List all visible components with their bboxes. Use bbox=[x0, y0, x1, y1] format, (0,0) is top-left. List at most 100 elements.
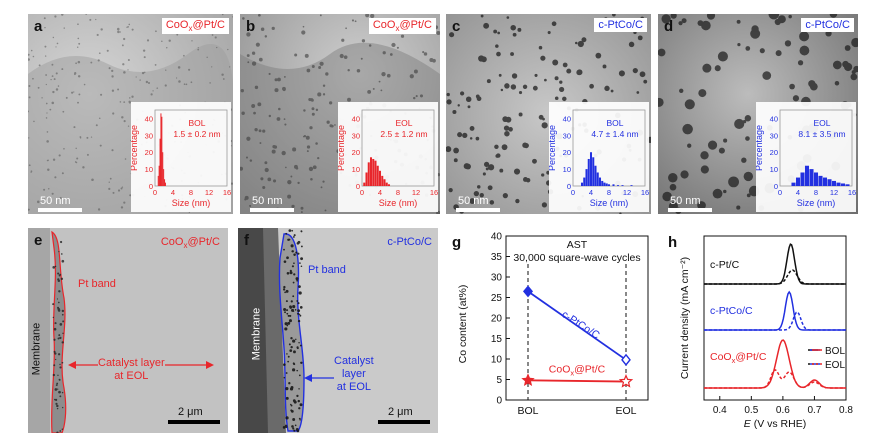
histogram-bar bbox=[831, 180, 837, 186]
particle bbox=[43, 198, 46, 201]
particle bbox=[476, 96, 482, 102]
particle bbox=[30, 171, 32, 173]
series-label: c-PtCo/C bbox=[560, 308, 603, 341]
particle bbox=[55, 398, 58, 401]
particle bbox=[177, 66, 181, 69]
particle bbox=[291, 250, 294, 253]
y-tick-label: 0 bbox=[567, 182, 571, 191]
particle bbox=[574, 41, 578, 45]
particle bbox=[292, 281, 295, 284]
particle bbox=[100, 28, 103, 31]
particle bbox=[285, 166, 287, 169]
series-line bbox=[527, 379, 627, 383]
particle bbox=[79, 137, 82, 139]
particle bbox=[97, 208, 101, 211]
particle bbox=[77, 75, 81, 78]
particle bbox=[123, 120, 126, 123]
particle bbox=[57, 85, 60, 87]
y-tick-label: 30 bbox=[563, 131, 571, 140]
particle bbox=[681, 18, 687, 24]
particle bbox=[668, 173, 678, 183]
particle bbox=[300, 206, 304, 210]
y-tick-label: 30 bbox=[491, 273, 503, 284]
particle bbox=[287, 194, 292, 199]
particle bbox=[38, 64, 41, 67]
particle bbox=[246, 54, 250, 57]
particle bbox=[449, 32, 455, 38]
particle bbox=[311, 112, 315, 116]
particle bbox=[293, 429, 296, 432]
particle bbox=[161, 40, 163, 42]
histogram-bar bbox=[601, 180, 604, 186]
particle bbox=[486, 79, 491, 84]
particle bbox=[494, 144, 499, 150]
particle bbox=[298, 291, 302, 295]
histogram-bar bbox=[621, 185, 624, 186]
particle bbox=[284, 311, 286, 314]
particle bbox=[60, 253, 63, 255]
particle bbox=[52, 373, 56, 377]
particle bbox=[57, 337, 60, 340]
particle bbox=[698, 89, 707, 98]
histogram-background bbox=[131, 102, 231, 212]
particle bbox=[111, 149, 114, 152]
particle bbox=[678, 21, 683, 26]
histogram-bar bbox=[376, 165, 379, 186]
histogram-bar bbox=[369, 157, 373, 186]
particle bbox=[257, 102, 262, 107]
particle bbox=[489, 200, 495, 205]
histogram-bar bbox=[612, 184, 615, 186]
particle bbox=[284, 327, 288, 331]
particle bbox=[706, 14, 716, 20]
particle bbox=[315, 142, 318, 145]
particle bbox=[496, 153, 501, 158]
particle bbox=[298, 341, 300, 344]
particle bbox=[56, 407, 59, 410]
particle bbox=[723, 189, 727, 194]
particle bbox=[54, 15, 57, 18]
particle bbox=[91, 178, 94, 182]
particle bbox=[291, 229, 294, 232]
particle bbox=[777, 15, 786, 24]
particle bbox=[618, 70, 625, 77]
particle bbox=[124, 158, 127, 160]
particle bbox=[296, 312, 299, 315]
particle bbox=[750, 28, 761, 39]
particle bbox=[96, 33, 99, 37]
particle bbox=[505, 116, 512, 123]
histogram-c: 0 4 8 12 16 0 10 20 30 40 Size (nm) Percentage BOL4.… bbox=[549, 102, 649, 212]
particle bbox=[54, 322, 57, 325]
particle bbox=[262, 186, 266, 190]
sem-image-e bbox=[28, 228, 228, 433]
particle bbox=[541, 122, 548, 129]
particle bbox=[341, 38, 345, 42]
particle bbox=[372, 87, 375, 90]
particle bbox=[295, 427, 299, 431]
particle bbox=[283, 260, 287, 263]
particle bbox=[784, 40, 792, 47]
particle bbox=[293, 262, 295, 265]
x-tick-label: 16 bbox=[430, 188, 438, 197]
particle bbox=[522, 176, 528, 182]
panel-letter-a: a bbox=[34, 18, 43, 35]
y-tick-label: 0 bbox=[149, 182, 153, 191]
particle bbox=[610, 89, 614, 93]
particle bbox=[283, 285, 286, 289]
particle bbox=[744, 115, 752, 122]
particle bbox=[127, 58, 130, 62]
histogram-bar bbox=[583, 177, 586, 186]
curve-label: c-Pt/C bbox=[710, 259, 740, 271]
particle bbox=[229, 66, 231, 68]
particle bbox=[36, 200, 40, 204]
particle bbox=[251, 104, 256, 108]
particle bbox=[737, 43, 741, 47]
particle bbox=[59, 197, 62, 200]
particle bbox=[78, 93, 81, 96]
panel-letter-g: g bbox=[452, 234, 462, 251]
y-tick-label: 30 bbox=[145, 131, 153, 140]
scale-bar-f bbox=[378, 420, 430, 424]
marker-eol-diamond bbox=[621, 353, 631, 366]
particle bbox=[370, 14, 375, 19]
stat-value: 1.5 ± 0.2 nm bbox=[173, 129, 220, 139]
particle bbox=[540, 55, 546, 61]
